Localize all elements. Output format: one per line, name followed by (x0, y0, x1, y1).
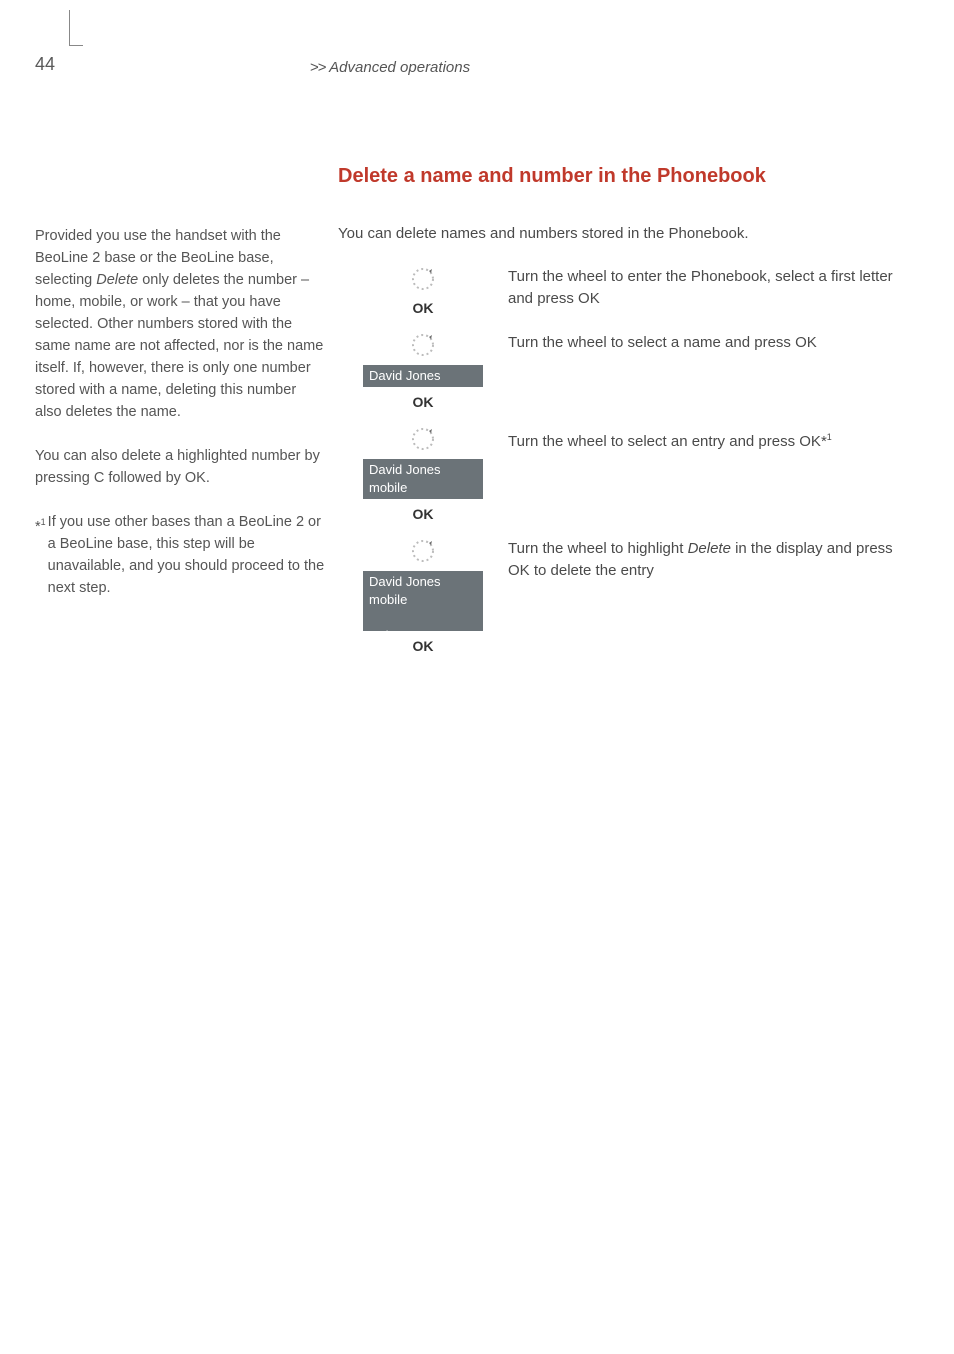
footnote: *1 If you use other bases than a BeoLine… (35, 511, 325, 599)
footnote-text: If you use other bases than a BeoLine 2 … (48, 511, 325, 599)
display-sub: mobile (369, 479, 477, 497)
step-2: David Jones OK Turn the wheel to select … (338, 330, 918, 410)
step-1: OK Turn the wheel to enter the Phonebook… (338, 264, 918, 316)
wheel-icon (410, 538, 436, 564)
header-arrows: >> (310, 59, 326, 76)
wheel-icon (410, 426, 436, 452)
display-name: David Jones (369, 461, 477, 479)
display-box-entry: David Jones mobile (363, 459, 483, 499)
ok-label: OK (413, 506, 434, 522)
left-para1-post: only deletes the number – home, mobile, … (35, 272, 323, 420)
step-3-text: Turn the wheel to select an entry and pr… (508, 424, 918, 453)
display-name: David Jones (369, 367, 477, 385)
ok-label: OK (413, 300, 434, 316)
left-para-2: You can also delete a highlighted number… (35, 445, 325, 489)
step-4: David Jones mobile Delete OK Turn the wh… (338, 536, 918, 654)
wheel-icon (410, 332, 436, 358)
step-1-icons: OK (338, 264, 508, 316)
ok-label: OK (413, 638, 434, 654)
footnote-mark: *1 (35, 511, 46, 599)
wheel-icon (410, 266, 436, 292)
step-3-sup: 1 (827, 432, 832, 442)
step-2-text: Turn the wheel to select a name and pres… (508, 330, 918, 354)
display-box-delete: David Jones mobile Delete (363, 571, 483, 631)
page-number: 44 (35, 54, 55, 75)
left-column: Provided you use the handset with the Be… (35, 225, 325, 599)
page-header: >> Advanced operations (310, 59, 470, 76)
step-2-icons: David Jones OK (338, 330, 508, 410)
step-4-pre: Turn the wheel to highlight (508, 540, 688, 557)
corner-mark (69, 10, 83, 46)
step-4-em: Delete (688, 540, 731, 557)
step-4-text: Turn the wheel to highlight Delete in th… (508, 536, 918, 582)
ok-label: OK (413, 394, 434, 410)
step-4-icons: David Jones mobile Delete OK (338, 536, 508, 654)
step-3-icons: David Jones mobile OK (338, 424, 508, 522)
main-intro: You can delete names and numbers stored … (338, 225, 749, 242)
display-name: David Jones (369, 573, 477, 591)
left-para-1: Provided you use the handset with the Be… (35, 225, 325, 423)
step-1-text: Turn the wheel to enter the Phonebook, s… (508, 264, 918, 310)
header-text: Advanced operations (329, 59, 470, 76)
display-sub: mobile (369, 591, 477, 609)
step-3: David Jones mobile OK Turn the wheel to … (338, 424, 918, 522)
display-box-name: David Jones (363, 365, 483, 387)
step-3-pre: Turn the wheel to select an entry and pr… (508, 433, 827, 450)
steps-container: OK Turn the wheel to enter the Phonebook… (338, 264, 918, 668)
left-para1-em: Delete (96, 272, 138, 288)
section-title: Delete a name and number in the Phoneboo… (338, 165, 766, 188)
footnote-sup: 1 (41, 517, 46, 527)
